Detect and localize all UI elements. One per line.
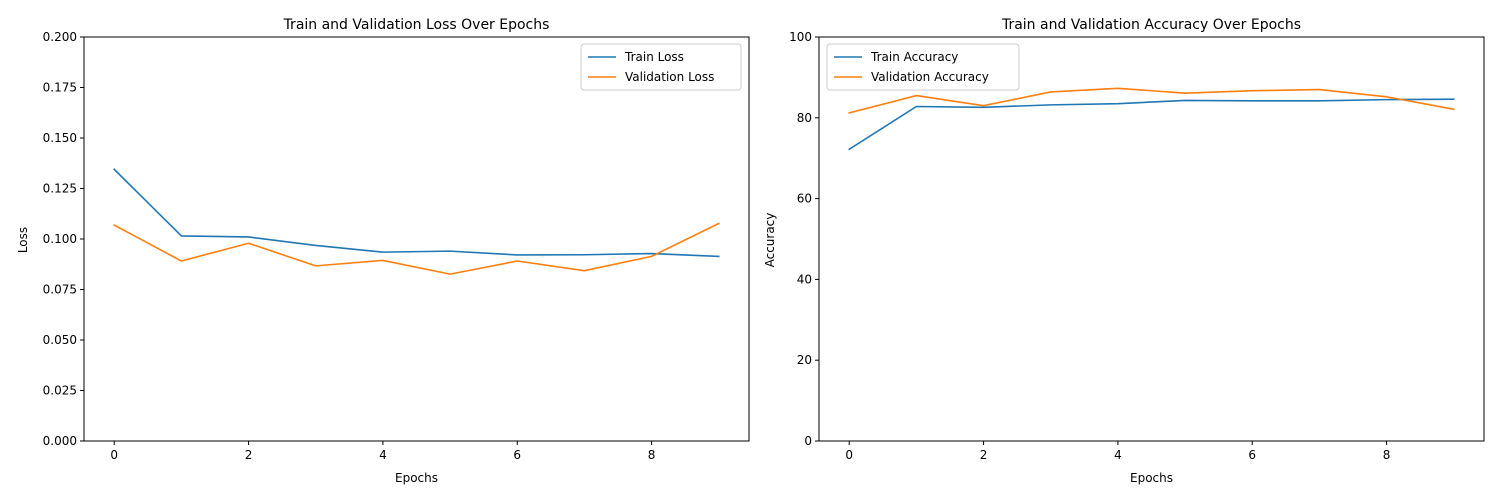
loss-legend-label: Validation Loss xyxy=(625,70,714,84)
accuracy-y-tick-label: 100 xyxy=(789,30,812,44)
accuracy-y-tick-label: 40 xyxy=(797,272,812,286)
loss-y-tick-label: 0.075 xyxy=(43,283,77,297)
accuracy-legend: Train Accuracy Validation Accuracy xyxy=(826,43,1020,91)
loss-x-tick-label: 2 xyxy=(245,448,253,462)
loss-series-line-train xyxy=(113,168,720,258)
loss-y-tick-label: 0.200 xyxy=(43,30,77,44)
accuracy-x-tick-label: 2 xyxy=(980,448,988,462)
loss-x-tick-label: 6 xyxy=(513,448,521,462)
loss-y-tick-label: 0.100 xyxy=(43,232,77,246)
accuracy-y-tick-label: 0 xyxy=(804,434,812,448)
accuracy-y-tick-label: 80 xyxy=(797,111,812,125)
accuracy-x-tick-label: 6 xyxy=(1248,448,1256,462)
accuracy-x-tick-label: 4 xyxy=(1114,448,1122,462)
loss-y-tick-label: 0.025 xyxy=(43,384,77,398)
accuracy-legend-box xyxy=(826,43,1020,91)
loss-series-line-validation xyxy=(113,222,720,275)
accuracy-legend-label: Validation Accuracy xyxy=(871,70,989,84)
accuracy-legend-label: Train Accuracy xyxy=(870,50,958,64)
accuracy-plot-frame xyxy=(818,36,1485,442)
loss-x-tick-label: 8 xyxy=(648,448,656,462)
loss-legend: Train Loss Validation Loss xyxy=(580,43,742,91)
loss-x-tick-label: 4 xyxy=(379,448,387,462)
accuracy-chart: Train and Validation Accuracy Over Epoch… xyxy=(763,17,1485,485)
accuracy-x-tick-label: 8 xyxy=(1383,448,1391,462)
loss-y-tick-label: 0.050 xyxy=(43,333,77,347)
accuracy-y-tick-label: 60 xyxy=(797,192,812,206)
loss-x-axis-label: Epochs xyxy=(395,471,438,485)
loss-legend-label: Train Loss xyxy=(624,50,684,64)
loss-y-tick-label: 0.150 xyxy=(43,131,77,145)
accuracy-series-line-validation xyxy=(848,87,1455,114)
loss-legend-box xyxy=(580,43,742,91)
loss-chart: Train and Validation Loss Over Epochs Ep… xyxy=(16,17,750,485)
accuracy-chart-title: Train and Validation Accuracy Over Epoch… xyxy=(1001,17,1301,33)
accuracy-x-axis-label: Epochs xyxy=(1130,471,1173,485)
loss-y-tick-label: 0.125 xyxy=(43,182,77,196)
accuracy-series-line-train xyxy=(848,98,1455,151)
loss-y-axis-label: Loss xyxy=(16,227,30,253)
loss-y-tick-label: 0.000 xyxy=(43,434,77,448)
loss-chart-title: Train and Validation Loss Over Epochs xyxy=(283,17,550,33)
loss-y-tick-label: 0.175 xyxy=(43,81,77,95)
accuracy-x-tick-label: 0 xyxy=(845,448,853,462)
accuracy-y-axis-label: Accuracy xyxy=(763,213,777,268)
loss-x-tick-label: 0 xyxy=(110,448,118,462)
accuracy-y-tick-label: 20 xyxy=(797,353,812,367)
